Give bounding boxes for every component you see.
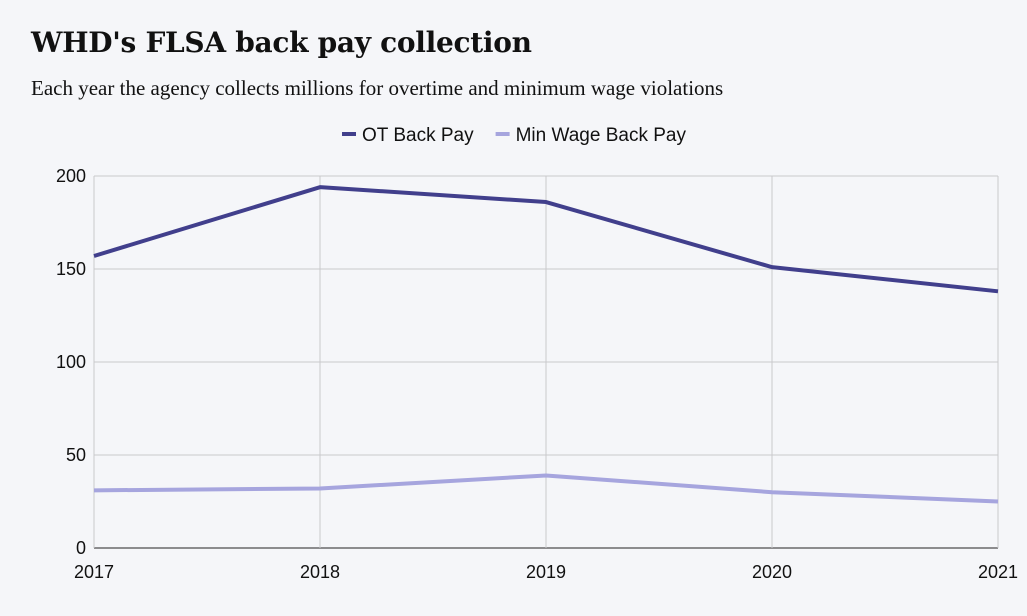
x-tick-label: 2019 bbox=[526, 562, 566, 582]
chart-subtitle: Each year the agency collects millions f… bbox=[31, 76, 724, 100]
legend-item: Min Wage Back Pay bbox=[495, 125, 687, 146]
legend-label: Min Wage Back Pay bbox=[516, 125, 687, 146]
x-tick-label: 2017 bbox=[74, 562, 114, 582]
series-line-0 bbox=[93, 185, 999, 294]
legend-label: OT Back Pay bbox=[362, 125, 474, 146]
y-tick-label: 50 bbox=[66, 445, 86, 465]
y-tick-label: 100 bbox=[56, 352, 86, 372]
y-tick-label: 150 bbox=[56, 259, 86, 279]
x-tick-label: 2021 bbox=[978, 562, 1018, 582]
series-line-1 bbox=[93, 473, 999, 504]
x-tick-label: 2020 bbox=[752, 562, 792, 582]
y-tick-label: 200 bbox=[56, 166, 86, 186]
plot-area: 0 50 100 150 200 2017 2018 2019 2020 2021 bbox=[56, 166, 1018, 582]
y-tick-label: 0 bbox=[76, 538, 86, 558]
legend-item: OT Back Pay bbox=[342, 125, 474, 146]
legend: OT Back Pay Min Wage Back Pay bbox=[342, 125, 686, 146]
chart-title: WHD's FLSA back pay collection bbox=[31, 26, 532, 59]
x-tick-label: 2018 bbox=[300, 562, 340, 582]
